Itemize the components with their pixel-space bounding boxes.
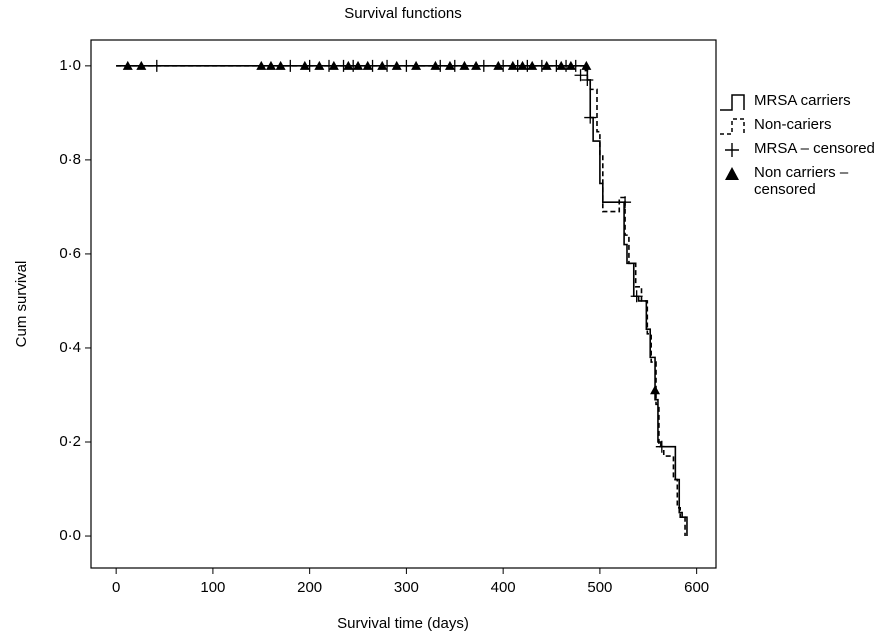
- legend-label: MRSA carriers: [754, 92, 851, 109]
- legend-step: [720, 118, 745, 135]
- legend-item: MRSA carriers: [716, 92, 891, 112]
- censor-plus: [477, 59, 490, 72]
- legend-item: MRSA – censored: [716, 140, 891, 160]
- censor-triangle: [411, 60, 422, 70]
- plot-frame: [90, 39, 717, 569]
- censor-triangle: [556, 60, 567, 70]
- y-tick-label: 0·8: [59, 151, 81, 168]
- legend-icon: [725, 167, 739, 180]
- x-tick-label: 100: [200, 579, 225, 596]
- y-axis-label: Cum survival: [13, 261, 30, 348]
- censor-plus: [584, 111, 597, 124]
- survival-line: [116, 65, 686, 537]
- censor-triangle: [444, 60, 455, 70]
- y-tick-label: 0·6: [59, 245, 81, 262]
- x-tick-label: 200: [297, 579, 322, 596]
- censor-plus: [630, 290, 643, 303]
- x-tick-label: 400: [491, 579, 516, 596]
- x-tick-label: 500: [587, 579, 612, 596]
- legend-label: MRSA – censored: [754, 140, 875, 157]
- legend: MRSA carriers Non-cariers MRSA – censored N…: [716, 92, 891, 202]
- censor-triangle: [256, 60, 267, 70]
- legend-triangle: [725, 167, 739, 180]
- y-tick-label: 0·2: [59, 433, 81, 450]
- legend-label: Non-cariers: [754, 116, 832, 133]
- censor-triangle: [299, 60, 310, 70]
- censor-triangle: [507, 60, 518, 70]
- legend-icon: [720, 118, 745, 135]
- y-tick-label: 0·4: [59, 339, 81, 356]
- censor-triangle: [353, 60, 364, 70]
- censor-triangle: [581, 60, 592, 70]
- chart-title: Survival functions: [344, 5, 462, 22]
- censor-triangle: [565, 60, 576, 70]
- legend-icon: [725, 143, 739, 157]
- censor-plus: [619, 196, 632, 209]
- censor-triangle: [493, 60, 504, 70]
- censor-triangle: [517, 60, 528, 70]
- legend-label: Non carriers – censored: [754, 164, 849, 198]
- censor-plus: [400, 59, 413, 72]
- x-axis-label: Survival time (days): [337, 615, 469, 632]
- legend-item: Non-cariers: [716, 116, 891, 136]
- censor-triangle: [527, 60, 538, 70]
- censor-plus: [284, 59, 297, 72]
- y-tick-label: 1·0: [59, 57, 81, 74]
- censor-triangle: [122, 60, 133, 70]
- censor-triangle: [265, 60, 276, 70]
- censor-triangle: [650, 385, 661, 395]
- censor-triangle: [541, 60, 552, 70]
- censor-triangle: [362, 60, 373, 70]
- censor-triangle: [377, 60, 388, 70]
- x-tick-label: 0: [112, 579, 120, 596]
- censor-triangle: [430, 60, 441, 70]
- x-tick-label: 600: [684, 579, 709, 596]
- legend-plus: [725, 143, 739, 157]
- legend-step: [720, 94, 745, 111]
- censor-triangle: [459, 60, 470, 70]
- legend-item: Non carriers – censored: [716, 164, 891, 198]
- censor-triangle: [391, 60, 402, 70]
- censor-triangle: [314, 60, 325, 70]
- censor-triangle: [343, 60, 354, 70]
- survival-line: [116, 65, 688, 537]
- censor-triangle: [136, 60, 147, 70]
- censor-plus: [574, 69, 587, 82]
- legend-icon: [720, 94, 745, 111]
- censor-triangle: [275, 60, 286, 70]
- censor-plus: [150, 59, 163, 72]
- censor-plus: [581, 73, 594, 86]
- censor-triangle: [328, 60, 339, 70]
- censor-triangle: [471, 60, 482, 70]
- x-tick-label: 300: [394, 579, 419, 596]
- y-tick-label: 0·0: [59, 527, 81, 544]
- censor-plus: [655, 440, 668, 453]
